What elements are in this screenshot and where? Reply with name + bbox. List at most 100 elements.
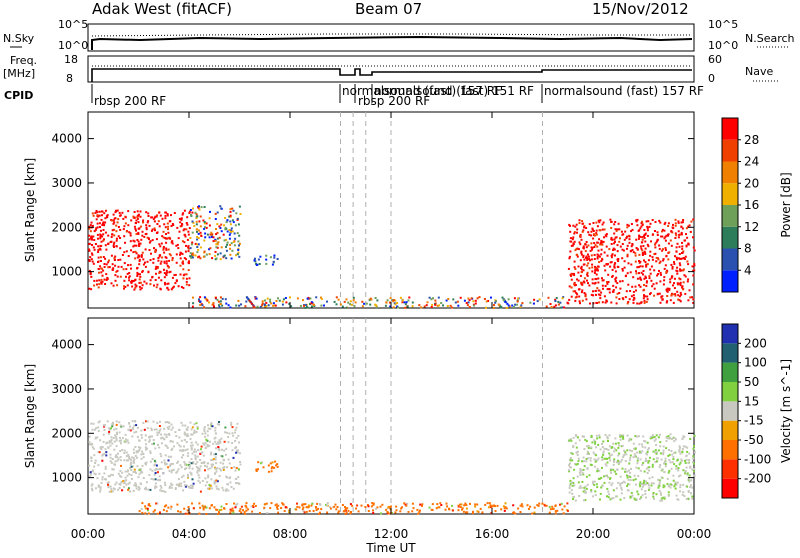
scatter-cell	[230, 242, 233, 245]
scatter-cell	[119, 483, 122, 486]
scatter-cell	[587, 444, 590, 447]
scatter-cell	[206, 430, 209, 433]
scatter-cell	[212, 240, 215, 243]
scatter-cell	[643, 301, 646, 304]
scatter-cell	[186, 429, 189, 431]
scatter-cell	[618, 228, 621, 231]
scatter-cell	[664, 239, 667, 242]
scatter-cell	[572, 224, 575, 227]
scatter-cell	[112, 222, 115, 225]
scatter-cell	[650, 279, 653, 282]
scatter-cell	[643, 299, 646, 302]
scatter-cell	[641, 485, 644, 488]
scatter-cell	[578, 222, 581, 225]
scatter-cell	[688, 452, 691, 455]
scatter-cell	[693, 468, 696, 470]
scatter-cell	[601, 228, 604, 231]
scatter-cell	[430, 306, 433, 308]
scatter-cell	[216, 487, 219, 490]
scatter-cell	[214, 239, 217, 242]
scatter-cell	[676, 282, 679, 285]
scatter-cell	[95, 210, 98, 212]
scatter-cell	[104, 244, 107, 247]
scatter-cell	[336, 506, 339, 508]
scatter-cell	[158, 425, 161, 427]
scatter-cell	[370, 505, 373, 508]
scatter-cell	[189, 471, 192, 474]
scatter-cell	[606, 254, 609, 257]
scatter-cell	[595, 293, 597, 296]
scatter-cell	[629, 471, 632, 474]
scatter-cell	[158, 254, 161, 257]
scatter-cell	[463, 504, 466, 507]
scatter-cell	[665, 436, 668, 439]
scatter-cell	[164, 421, 167, 424]
scatter-cell	[662, 496, 665, 499]
scatter-cell	[585, 460, 588, 463]
scatter-cell	[579, 474, 582, 476]
scatter-cell	[596, 287, 599, 290]
scatter-cell	[146, 420, 149, 423]
scatter-cell	[127, 487, 130, 490]
scatter-cell	[394, 511, 397, 514]
scatter-cell	[101, 214, 103, 217]
scatter-cell	[185, 467, 188, 470]
scatter-cell	[145, 211, 148, 214]
scatter-cell	[227, 489, 230, 492]
scatter-cell	[684, 255, 687, 258]
scatter-cell	[582, 229, 585, 232]
scatter-cell	[216, 237, 219, 240]
scatter-cell	[256, 263, 259, 266]
scatter-cell	[586, 450, 589, 453]
scatter-cell	[182, 489, 185, 492]
scatter-cell	[216, 467, 219, 470]
scatter-cell	[639, 485, 642, 488]
scatter-cell	[465, 507, 468, 510]
scatter-cell	[115, 481, 118, 484]
scatter-cell	[124, 433, 127, 436]
scatter-cell	[370, 298, 373, 301]
scatter-cell	[573, 266, 576, 269]
scatter-cell	[476, 503, 479, 506]
scatter-cell	[672, 284, 674, 287]
scatter-cell	[117, 452, 119, 455]
scatter-cell	[645, 265, 648, 268]
scatter-cell	[685, 227, 688, 230]
scatter-cell	[169, 254, 172, 257]
scatter-cell	[152, 439, 155, 441]
scatter-cell	[124, 241, 126, 244]
scatter-cell	[681, 227, 684, 230]
scatter-cell	[205, 226, 208, 229]
scatter-cell	[690, 220, 693, 223]
scatter-cell	[217, 448, 220, 451]
scatter-cell	[135, 451, 138, 454]
scatter-cell	[215, 479, 218, 482]
scatter-cell	[122, 437, 124, 440]
scatter-cell	[132, 460, 135, 463]
scatter-cell	[90, 443, 93, 446]
scatter-cell	[635, 238, 638, 241]
scatter-cell	[188, 277, 191, 280]
scatter-cell	[576, 475, 579, 478]
scatter-cell	[662, 283, 665, 286]
scatter-cell	[606, 457, 609, 460]
scatter-cell	[577, 459, 580, 462]
scatter-cell	[113, 234, 116, 237]
scatter-cell	[590, 446, 593, 449]
scatter-cell	[115, 420, 118, 423]
scatter-cell	[139, 288, 142, 291]
scatter-cell	[104, 283, 107, 285]
scatter-cell	[640, 225, 643, 228]
scatter-cell	[315, 509, 318, 511]
scatter-cell	[145, 481, 148, 484]
scatter-cell	[669, 239, 672, 242]
scatter-cell	[184, 462, 187, 465]
scatter-cell	[621, 268, 624, 270]
scatter-cell	[93, 279, 96, 282]
scatter-cell	[228, 432, 231, 435]
scatter-cell	[223, 239, 226, 242]
scatter-cell	[235, 426, 238, 429]
scatter-cell	[217, 300, 220, 303]
scatter-cell	[418, 509, 421, 512]
scatter-cell	[245, 506, 248, 509]
